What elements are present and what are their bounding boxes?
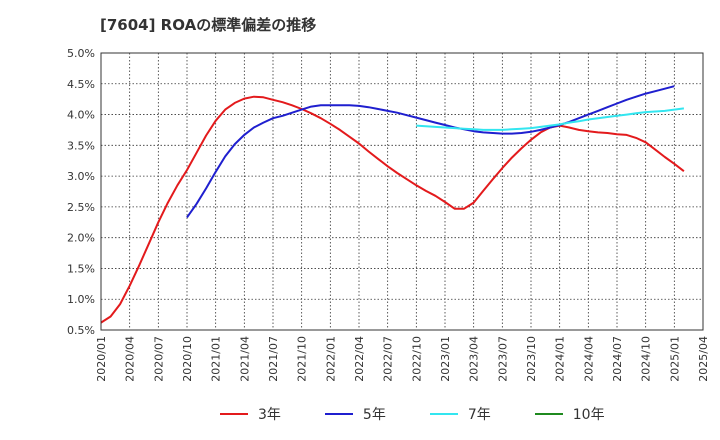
x-tick-label: 2022/04 (353, 336, 366, 382)
x-tick-label: 2020/07 (152, 336, 165, 382)
legend-swatch (324, 413, 353, 415)
x-tick-label: 2020/04 (124, 336, 137, 382)
y-tick-label: 0.5% (67, 324, 95, 337)
x-tick-label: 2025/01 (668, 336, 681, 382)
grid-layer (100, 52, 704, 331)
legend-label: 10年 (572, 407, 605, 423)
legend-item: 7年 (429, 404, 491, 424)
legend-swatch (429, 413, 458, 415)
x-tick-label: 2023/01 (439, 336, 452, 382)
y-tick-label: 5.0% (67, 47, 95, 60)
y-tick-label: 1.5% (67, 262, 95, 275)
series-layer (100, 85, 685, 324)
series-line-5年 (186, 85, 675, 218)
y-tick-label: 2.5% (67, 201, 95, 214)
x-tick-label: 2021/10 (296, 336, 309, 382)
x-tick-label: 2024/10 (640, 336, 653, 382)
legend-label: 3年 (258, 407, 281, 423)
x-tick-label: 2022/10 (410, 336, 423, 382)
x-tick-label: 2025/04 (697, 336, 710, 382)
legend-item: 10年 (534, 404, 605, 424)
legend-swatch (220, 413, 248, 415)
legend-label: 5年 (362, 407, 386, 423)
x-tick-layer: 2020/01 2020/04 2020/07 2020/10 2021/01 2021/… (95, 336, 710, 382)
y-tick-label: 2.0% (67, 232, 95, 245)
x-tick-label: 2022/07 (382, 336, 395, 382)
chart-title: [7604] ROAの標準偏差の推移 (100, 16, 317, 34)
y-tick-label: 4.0% (67, 109, 95, 122)
legend-swatch (534, 413, 563, 415)
legend-label: 7年 (467, 407, 491, 423)
y-tick-label: 1.0% (67, 293, 95, 306)
y-tick-layer: 0.5% 1.0% 1.5% 2.0% 2.5% 3.0% 3.5% 4.0% 4.5% 5.0% (67, 47, 95, 337)
x-tick-label: 2021/01 (210, 336, 223, 382)
series-line-7年 (416, 107, 685, 131)
x-tick-label: 2022/01 (324, 336, 337, 382)
x-tick-label: 2020/10 (181, 336, 194, 382)
x-tick-label: 2024/04 (582, 336, 595, 382)
x-tick-label: 2021/07 (267, 336, 280, 382)
y-tick-label: 4.5% (67, 78, 95, 91)
legend: 3年 5年 7年 10年 (220, 404, 605, 424)
x-tick-label: 2021/04 (238, 336, 251, 382)
x-tick-label: 2023/04 (468, 336, 481, 382)
x-tick-label: 2024/01 (554, 336, 567, 382)
legend-item: 5年 (324, 404, 386, 424)
y-tick-label: 3.0% (67, 170, 95, 183)
x-tick-label: 2023/10 (525, 336, 538, 382)
y-tick-label: 3.5% (67, 139, 95, 152)
legend-item: 3年 (220, 404, 281, 424)
series-line-3年 (100, 95, 685, 324)
x-tick-label: 2023/07 (496, 336, 509, 382)
plot-frame (100, 52, 704, 331)
x-tick-label: 2024/07 (611, 336, 624, 382)
x-tick-label: 2020/01 (95, 336, 108, 382)
